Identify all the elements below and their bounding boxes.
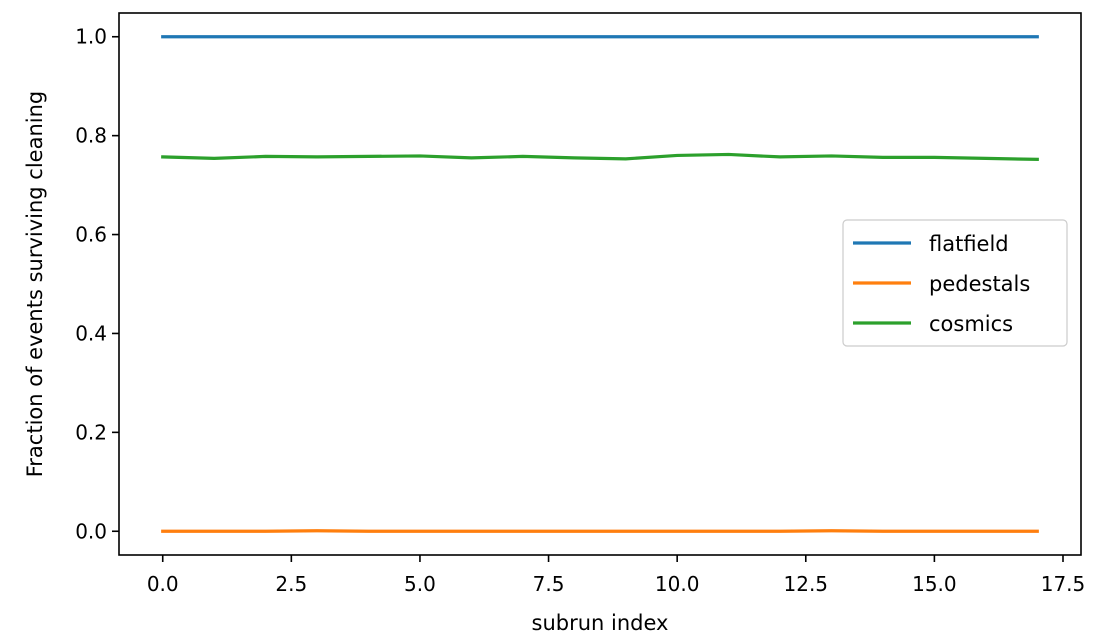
y-tick-label: 0.2 <box>75 420 107 444</box>
x-tick-label: 2.5 <box>275 572 307 596</box>
plot-area <box>161 35 1039 533</box>
y-tick-label: 0.6 <box>75 223 107 247</box>
x-axis-label: subrun index <box>532 611 669 635</box>
y-tick-label: 0.0 <box>75 519 107 543</box>
legend-label-cosmics: cosmics <box>929 312 1013 336</box>
legend-label-flatfield: flatfield <box>929 232 1009 256</box>
x-tick-label: 7.5 <box>533 572 565 596</box>
legend-box <box>842 219 1068 347</box>
y-axis: 0.0 0.2 0.4 0.6 0.8 1.0 <box>75 25 119 543</box>
legend: flatfield pedestals cosmics <box>842 219 1068 347</box>
y-tick-label: 0.8 <box>75 124 107 148</box>
axes-frame <box>118 12 1082 556</box>
x-tick-label: 0.0 <box>147 572 179 596</box>
y-tick-label: 0.4 <box>75 321 107 345</box>
series-line-cosmics <box>161 152 1039 162</box>
legend-label-pedestals: pedestals <box>929 272 1030 296</box>
x-tick-label: 10.0 <box>655 572 700 596</box>
y-axis-label: Fraction of events surviving cleaning <box>23 91 47 478</box>
x-tick-label: 15.0 <box>912 572 957 596</box>
y-tick-label: 1.0 <box>75 25 107 49</box>
x-tick-label: 17.5 <box>1041 572 1086 596</box>
x-tick-label: 5.0 <box>404 572 436 596</box>
x-tick-label: 12.5 <box>784 572 829 596</box>
x-axis: 0.0 2.5 5.0 7.5 10.0 12.5 15.0 17.5 <box>147 555 1085 596</box>
